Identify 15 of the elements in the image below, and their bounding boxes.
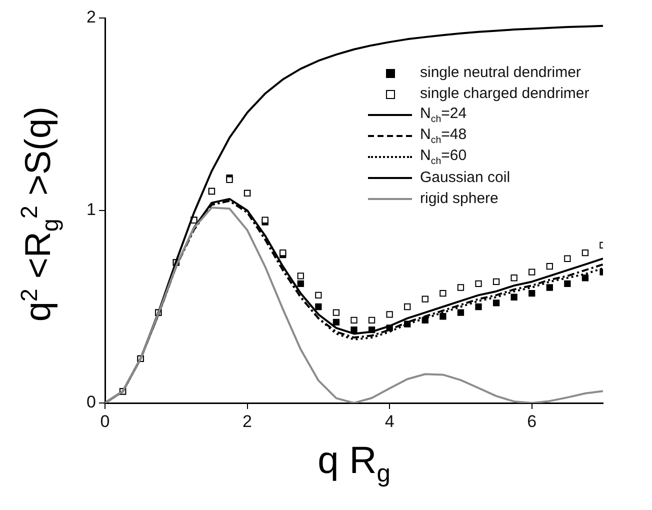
x-tick-label: 0 xyxy=(100,412,110,431)
x-tick-label: 6 xyxy=(527,412,537,431)
y-tick-label: 1 xyxy=(86,200,96,220)
legend-label: N$_{ch}$=60 xyxy=(420,146,467,166)
x-axis-title: q R$_{g}$ xyxy=(316,440,392,489)
legend-label: N$_{ch}$=48 xyxy=(420,126,467,146)
legend-label: N$_{ch}$=24 xyxy=(420,104,467,124)
x-tick-label: 2 xyxy=(242,412,252,431)
legend-label: single charged dendrimer xyxy=(420,85,590,102)
legend-label: Gaussian coil xyxy=(420,169,510,186)
legend-label: single neutral dendrimer xyxy=(420,64,581,81)
y-tick-label: 0 xyxy=(86,392,96,412)
legend-label: rigid sphere xyxy=(420,190,498,207)
y-tick-label: 2 xyxy=(86,8,96,27)
x-tick-label: 4 xyxy=(384,412,394,431)
